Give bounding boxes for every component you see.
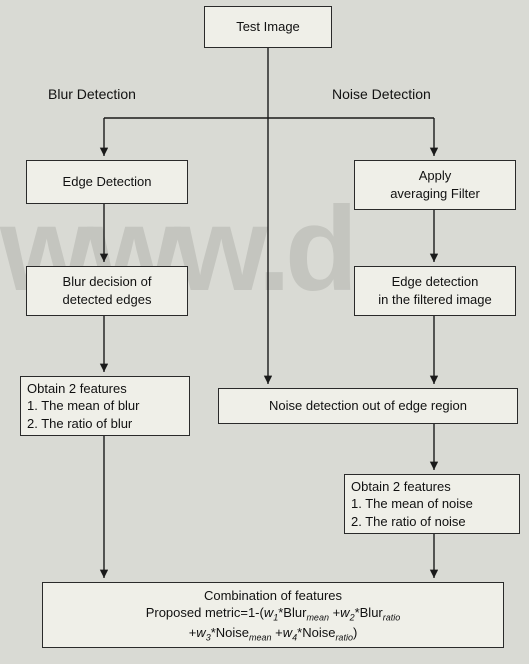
node-text: 2. The ratio of blur (27, 415, 132, 433)
node-text: Test Image (236, 18, 300, 36)
node-edge-detection: Edge Detection (26, 160, 188, 204)
node-obtain-noise-features: Obtain 2 features 1. The mean of noise 2… (344, 474, 520, 534)
label-blur-detection: Blur Detection (48, 86, 136, 102)
node-test-image: Test Image (204, 6, 332, 48)
node-text: Blur decision of (63, 273, 152, 291)
node-text: Obtain 2 features (27, 380, 127, 398)
formula-line1: Proposed metric=1-(w1*Blurmean +w2*Blurr… (146, 604, 401, 624)
node-text: Combination of features (204, 587, 342, 605)
node-apply-averaging-filter: Apply averaging Filter (354, 160, 516, 210)
node-text: Obtain 2 features (351, 478, 451, 496)
node-edge-detection-filtered: Edge detection in the filtered image (354, 266, 516, 316)
node-text: averaging Filter (390, 185, 480, 203)
node-combination: Combination of features Proposed metric=… (42, 582, 504, 648)
node-text: Apply (419, 167, 452, 185)
node-text: Noise detection out of edge region (269, 397, 467, 415)
formula-line2: +w3*Noisemean +w4*Noiseratio) (189, 624, 358, 644)
node-blur-decision: Blur decision of detected edges (26, 266, 188, 316)
node-text: Edge detection (392, 273, 479, 291)
node-noise-detection: Noise detection out of edge region (218, 388, 518, 424)
node-obtain-blur-features: Obtain 2 features 1. The mean of blur 2.… (20, 376, 190, 436)
node-text: in the filtered image (378, 291, 491, 309)
node-text: Edge Detection (63, 173, 152, 191)
node-text: 1. The mean of blur (27, 397, 140, 415)
label-noise-detection: Noise Detection (332, 86, 431, 102)
node-text: 1. The mean of noise (351, 495, 473, 513)
node-text: detected edges (63, 291, 152, 309)
node-text: 2. The ratio of noise (351, 513, 466, 531)
